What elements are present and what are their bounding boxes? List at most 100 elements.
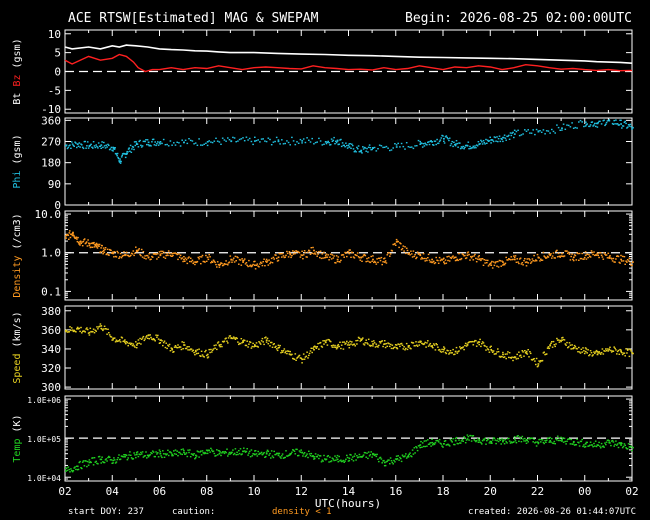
scatter-point [227, 264, 229, 266]
scatter-point [364, 147, 367, 149]
scatter-point [110, 336, 113, 338]
scatter-point [437, 346, 439, 348]
scatter-point [357, 256, 360, 258]
scatter-point [192, 454, 194, 456]
scatter-point [584, 251, 587, 253]
scatter-point [81, 332, 83, 334]
scatter-point [276, 260, 279, 262]
y-tick-label-speed: 340 [41, 343, 61, 356]
scatter-point [196, 349, 199, 351]
scatter-point [458, 350, 460, 352]
scatter-point [106, 460, 108, 462]
scatter-point [346, 456, 349, 459]
scatter-point [508, 356, 510, 359]
scatter-point [86, 145, 88, 147]
scatter-point [335, 262, 337, 264]
scatter-point [453, 141, 455, 143]
scatter-point [322, 340, 324, 342]
scatter-point [157, 338, 160, 340]
data-point [206, 141, 209, 143]
scatter-point [121, 337, 124, 339]
scatter-point [490, 142, 492, 144]
scatter-point [167, 449, 169, 451]
scatter-point [358, 151, 361, 153]
data-point [620, 350, 622, 353]
scatter-point [427, 141, 430, 143]
scatter-point [519, 257, 522, 259]
scatter-point [366, 342, 368, 344]
scatter-point [448, 444, 450, 446]
scatter-point [162, 250, 164, 253]
scatter-point [367, 151, 369, 153]
scatter-point [461, 147, 464, 149]
scatter-point [495, 261, 497, 263]
x-tick-label: 14 [342, 485, 356, 498]
y-tick-label-phi: 360 [41, 114, 61, 127]
scatter-point [211, 351, 213, 353]
scatter-point [277, 259, 280, 262]
scatter-point [411, 449, 414, 451]
scatter-point [272, 256, 275, 259]
scatter-point [243, 339, 245, 341]
scatter-point [346, 340, 348, 343]
y-axis-label-temp: Temp (K) [12, 414, 23, 462]
scatter-point [282, 255, 285, 257]
scatter-point [119, 341, 122, 343]
scatter-point [329, 253, 332, 255]
scatter-point [294, 143, 297, 146]
scatter-point [157, 456, 160, 458]
scatter-point [400, 142, 403, 145]
scatter-point [190, 261, 193, 263]
scatter-point [492, 261, 495, 263]
scatter-point [281, 351, 284, 353]
data-point [407, 252, 410, 255]
scatter-point [583, 350, 585, 352]
scatter-point [287, 454, 290, 457]
scatter-point [308, 139, 310, 141]
scatter-point [362, 343, 365, 345]
scatter-point [272, 141, 275, 143]
scatter-point [86, 328, 89, 331]
scatter-point [123, 251, 125, 253]
scatter-point [626, 352, 628, 354]
scatter-point [232, 136, 234, 139]
data-point [348, 457, 351, 460]
data-point [230, 337, 233, 340]
scatter-point [218, 266, 221, 268]
data-point [419, 254, 422, 257]
scatter-point [354, 150, 356, 152]
scatter-point [166, 347, 168, 350]
scatter-point [235, 141, 237, 143]
scatter-point [504, 353, 507, 355]
scatter-point [462, 253, 464, 256]
scatter-point [271, 262, 274, 264]
scatter-point [623, 256, 626, 258]
scatter-point [239, 342, 242, 345]
scatter-point [628, 446, 631, 448]
scatter-point [499, 140, 502, 143]
scatter-point [189, 349, 191, 351]
scatter-point [536, 366, 539, 368]
scatter-point [306, 256, 308, 258]
scatter-point [535, 357, 538, 360]
y-label-part: Bz [12, 75, 23, 93]
scatter-point [351, 143, 353, 145]
scatter-point [529, 262, 532, 264]
scatter-point [378, 144, 381, 146]
scatter-point [373, 260, 376, 263]
scatter-point [511, 356, 513, 358]
data-point [289, 252, 292, 255]
scatter-point [126, 153, 128, 155]
data-point [324, 141, 327, 143]
scatter-point [109, 148, 112, 150]
scatter-point [309, 253, 312, 255]
scatter-point [320, 257, 323, 260]
scatter-point [446, 136, 448, 139]
scatter-point [614, 261, 616, 263]
scatter-point [130, 342, 133, 345]
scatter-point [287, 141, 290, 144]
scatter-point [567, 252, 569, 254]
scatter-point [228, 451, 231, 454]
